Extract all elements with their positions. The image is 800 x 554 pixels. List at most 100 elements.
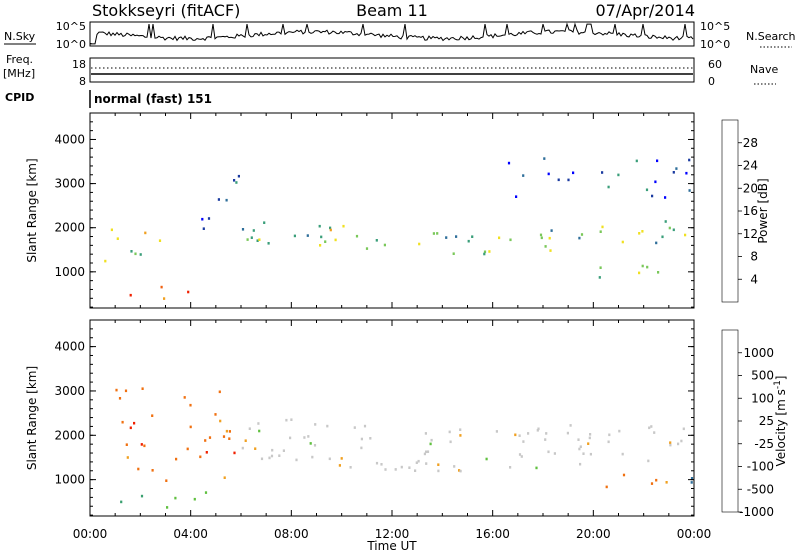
echo-cell bbox=[329, 226, 332, 230]
echo-cell bbox=[360, 437, 363, 441]
echo-cell bbox=[651, 194, 654, 198]
echo-cell bbox=[290, 418, 293, 421]
echo-feature bbox=[115, 387, 236, 482]
echo-cell bbox=[258, 238, 261, 241]
echo-cell bbox=[246, 238, 249, 241]
echo-cell bbox=[319, 244, 322, 247]
echo-cell bbox=[244, 439, 247, 442]
echo-cell bbox=[645, 188, 649, 192]
echo-cell bbox=[260, 457, 264, 461]
echo-cell bbox=[134, 252, 137, 256]
echo-cell bbox=[601, 171, 604, 174]
echo-cell bbox=[306, 234, 309, 237]
echo-cell bbox=[424, 432, 427, 435]
echo-cell bbox=[669, 441, 672, 444]
echo-cell bbox=[664, 196, 667, 199]
echo-cell bbox=[655, 241, 658, 245]
echo-cell bbox=[263, 221, 266, 224]
echo-cell bbox=[270, 454, 274, 458]
echo-cell bbox=[256, 239, 259, 242]
echo-feature bbox=[605, 473, 668, 489]
echo-cell bbox=[605, 485, 608, 489]
echo-cell bbox=[520, 455, 523, 458]
echo-cell bbox=[580, 233, 584, 236]
echo-cell bbox=[329, 228, 332, 232]
echo-cell bbox=[436, 232, 439, 235]
y-tick-label: 4000 bbox=[54, 340, 85, 354]
echo-cell bbox=[248, 427, 251, 430]
echo-cell bbox=[408, 466, 411, 469]
echo-feature bbox=[104, 228, 162, 263]
x-tick-label: 08:00 bbox=[274, 527, 309, 541]
echo-cell bbox=[365, 247, 369, 250]
nsearch-tick-top: 10^5 bbox=[700, 20, 730, 33]
echo-cell bbox=[324, 240, 327, 243]
echo-feature bbox=[129, 285, 190, 300]
echo-cell bbox=[648, 426, 651, 430]
echo-cell bbox=[133, 421, 136, 425]
echo-cell bbox=[175, 457, 178, 461]
echo-cell bbox=[608, 433, 611, 437]
echo-cell bbox=[426, 450, 430, 453]
y-tick-label: 3000 bbox=[54, 177, 85, 191]
echo-cell bbox=[293, 234, 296, 238]
echo-cell bbox=[688, 158, 691, 162]
colorbar-tick-label: 500 bbox=[751, 369, 774, 383]
echo-cell bbox=[437, 463, 440, 466]
echo-cell bbox=[668, 226, 671, 230]
cpid-value: normal (fast) 151 bbox=[94, 92, 212, 106]
echo-cell bbox=[566, 431, 569, 435]
echo-cell bbox=[121, 420, 124, 424]
echo-cell bbox=[380, 463, 383, 466]
echo-cell bbox=[355, 234, 359, 238]
echo-cell bbox=[144, 231, 147, 235]
echo-cell bbox=[622, 473, 626, 477]
echo-feature bbox=[507, 157, 691, 199]
echo-cell bbox=[567, 178, 570, 182]
echo-cell bbox=[578, 236, 581, 240]
nsky-trace bbox=[90, 22, 694, 45]
echo-cell bbox=[599, 230, 602, 233]
echo-cell bbox=[320, 235, 323, 239]
x-tick-label: 16:00 bbox=[475, 527, 510, 541]
date-title: 07/Apr/2014 bbox=[595, 1, 695, 20]
echo-cell bbox=[143, 444, 146, 448]
echo-cell bbox=[160, 285, 163, 289]
y-tick-label: 1000 bbox=[54, 265, 85, 279]
colorbar-tick-label: 24 bbox=[743, 159, 758, 173]
echo-cell bbox=[429, 442, 432, 446]
echo-cell bbox=[375, 461, 379, 465]
echo-cell bbox=[578, 447, 581, 451]
echo-cell bbox=[656, 159, 659, 163]
echo-cell bbox=[217, 198, 220, 201]
echo-cell bbox=[522, 440, 525, 443]
echo-cell bbox=[601, 225, 604, 229]
echo-cell bbox=[588, 436, 591, 440]
echo-cell bbox=[241, 446, 244, 450]
echo-cell bbox=[334, 238, 337, 242]
echo-cell bbox=[241, 228, 245, 231]
echo-cell bbox=[682, 427, 685, 431]
echo-cell bbox=[271, 448, 274, 452]
echo-cell bbox=[285, 418, 288, 422]
echo-cell bbox=[342, 224, 345, 228]
echo-cell bbox=[537, 427, 540, 431]
time-axis-labels: 00:00 04:00 08:00 12:00 16:00 20:00 00:00 bbox=[73, 527, 712, 541]
echo-cell bbox=[425, 450, 428, 454]
echo-cell bbox=[208, 436, 212, 439]
echo-cell bbox=[384, 468, 387, 471]
nave-tick-bottom: 0 bbox=[708, 75, 715, 88]
echo-cell bbox=[641, 264, 644, 268]
echo-cell bbox=[653, 431, 656, 434]
echo-cell bbox=[647, 459, 650, 463]
echo-cell bbox=[650, 425, 653, 428]
echo-cell bbox=[453, 465, 456, 468]
colorbar-tick-label: -100 bbox=[747, 460, 774, 474]
echo-cell bbox=[252, 229, 255, 232]
echo-cell bbox=[189, 425, 192, 429]
echo-cell bbox=[311, 455, 314, 459]
echo-cell bbox=[669, 443, 672, 447]
echo-cell bbox=[544, 245, 547, 248]
echo-cell bbox=[205, 451, 208, 454]
